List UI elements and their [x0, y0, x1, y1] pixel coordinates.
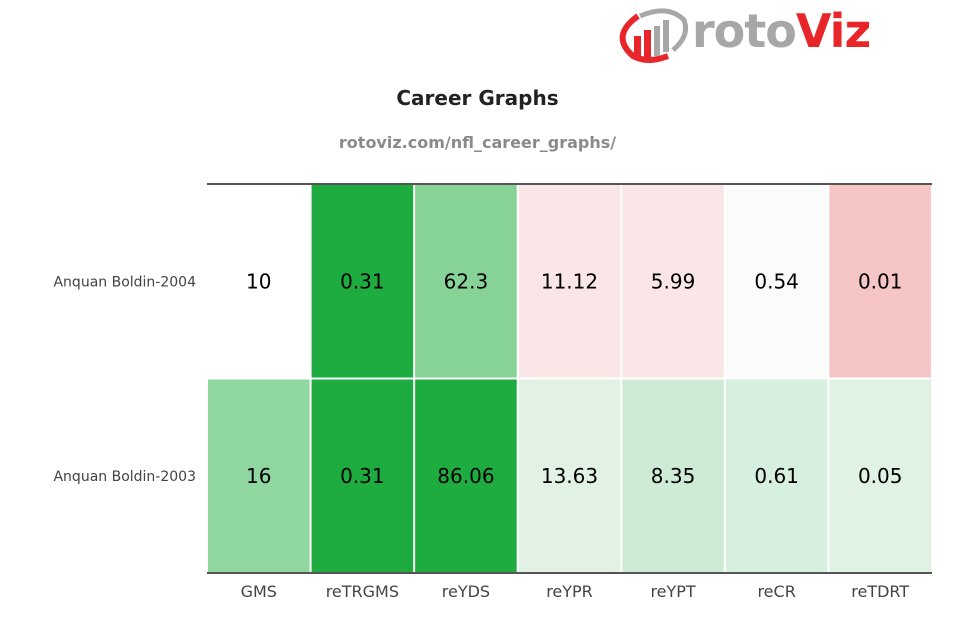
column-label: reCR: [757, 582, 795, 601]
column-label: reYPR: [546, 582, 593, 601]
heatmap-cell: [415, 379, 517, 572]
column-label: reTDRT: [851, 582, 909, 601]
cell-value: 0.31: [340, 464, 385, 488]
cell-value: 86.06: [437, 464, 494, 488]
cell-value: 11.12: [541, 269, 598, 293]
heatmap-cell: [518, 185, 621, 378]
heatmap-cell: [622, 185, 724, 378]
heatmap-cell: [622, 379, 724, 572]
column-label: reTRGMS: [326, 582, 399, 601]
logo-text: rotoViz: [692, 4, 871, 58]
cell-value: 0.54: [754, 269, 799, 293]
column-label: reYDS: [442, 582, 490, 601]
heatmap-cell: [518, 379, 621, 572]
heatmap-cell: [725, 185, 828, 378]
cell-value: 8.35: [651, 464, 696, 488]
cell-value: 0.61: [754, 464, 799, 488]
chart-title: Career Graphs: [396, 86, 559, 110]
cell-value: 0.05: [858, 464, 903, 488]
cell-value: 16: [246, 464, 271, 488]
heatmap-cell: [311, 379, 414, 572]
heatmap-cell: [311, 185, 414, 378]
chart-subtitle: rotoviz.com/nfl_career_graphs/: [338, 133, 617, 152]
heatmap-cell: [829, 185, 931, 378]
heatmap-cell: [829, 379, 931, 572]
cell-value: 10: [246, 269, 271, 293]
heatmap-cell: [415, 185, 517, 378]
heatmap-cell: [725, 379, 828, 572]
rotoviz-logo: rotoViz: [618, 4, 871, 66]
row-label: Anquan Boldin-2004: [53, 274, 196, 290]
cell-value: 13.63: [541, 464, 598, 488]
cell-value: 5.99: [651, 269, 696, 293]
cell-value: 62.3: [444, 269, 489, 293]
cell-value: 0.01: [858, 269, 903, 293]
column-label: GMS: [241, 582, 277, 601]
logo-chart-icon: [619, 8, 689, 63]
heatmap-cell: [208, 379, 310, 572]
cell-value: 0.31: [340, 269, 385, 293]
column-label: reYPT: [650, 582, 695, 601]
row-label: Anquan Boldin-2003: [53, 469, 196, 485]
heatmap-cell: [208, 185, 310, 378]
